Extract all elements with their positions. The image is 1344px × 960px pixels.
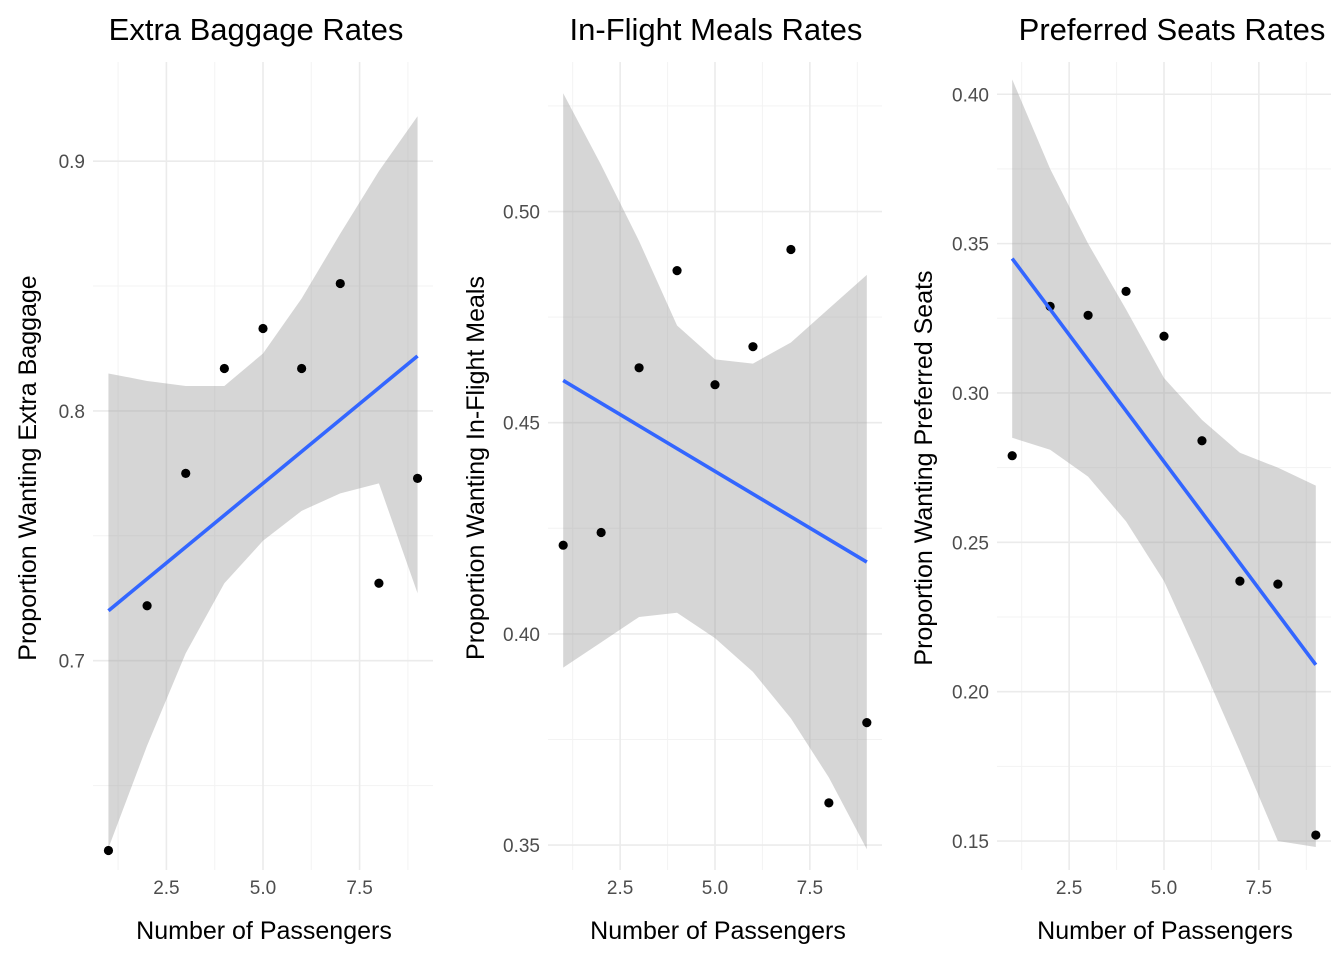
- panel-extra-baggage: 2.5 5.0 7.5 0.7 0.8 0.9 Extra Baggage Rates N…: [14, 12, 433, 945]
- x-tick-label: 7.5: [797, 878, 823, 899]
- data-point: [596, 527, 606, 538]
- x-tick-label: 7.5: [346, 878, 372, 899]
- data-point: [824, 798, 834, 808]
- y-axis-title: Proportion Wanting Extra Baggage: [14, 275, 42, 660]
- regression-line: [1010, 257, 1318, 666]
- x-tick-label: 2.5: [607, 878, 633, 899]
- data-point: [672, 266, 682, 276]
- y-tick-label: 0.50: [503, 203, 540, 224]
- y-tick-label: 0.9: [59, 152, 85, 173]
- panel-title: Preferred Seats Rates: [1019, 12, 1326, 47]
- x-tick-label: 2.5: [153, 878, 179, 899]
- data-point: [748, 342, 758, 352]
- data-point: [1311, 830, 1321, 840]
- x-axis-title: Number of Passengers: [590, 917, 846, 945]
- data-point: [142, 601, 152, 611]
- data-point: [335, 278, 345, 289]
- data-point: [374, 578, 384, 588]
- x-tick-label: 5.0: [702, 878, 728, 899]
- y-tick-label: 0.30: [952, 384, 989, 405]
- data-point: [634, 363, 644, 373]
- data-point: [1273, 579, 1283, 589]
- plot-area: 2.5 5.0 7.5 0.7 0.8 0.9: [59, 62, 433, 899]
- x-tick-label: 2.5: [1056, 878, 1082, 899]
- plot-area: 2.5 5.0 7.5 0.35 0.40 0.45 0.50: [503, 62, 882, 899]
- data-point: [1007, 451, 1017, 461]
- data-point: [558, 540, 568, 550]
- x-tick-label: 5.0: [250, 878, 276, 899]
- y-tick-label: 0.40: [952, 85, 989, 106]
- x-tick-label: 5.0: [1151, 878, 1177, 899]
- regression-line: [107, 354, 419, 613]
- data-point: [1121, 286, 1131, 297]
- panel-title: In-Flight Meals Rates: [570, 12, 863, 47]
- y-tick-label: 0.35: [503, 836, 540, 857]
- data-point: [1159, 331, 1169, 341]
- y-tick-label: 0.45: [503, 414, 540, 435]
- y-tick-label: 0.40: [503, 625, 540, 646]
- panel-preferred-seats: 2.5 5.0 7.5 0.15 0.20 0.25 0.30 0.35 0.40 Prefer…: [910, 12, 1331, 945]
- data-point: [1197, 436, 1207, 446]
- data-point: [786, 244, 796, 255]
- y-tick-label: 0.7: [59, 652, 85, 673]
- x-tick-label: 7.5: [1246, 878, 1272, 899]
- x-axis-title: Number of Passengers: [136, 917, 392, 945]
- x-axis-title: Number of Passengers: [1037, 917, 1293, 945]
- data-point: [862, 717, 872, 728]
- data-point: [1235, 576, 1245, 586]
- data-point: [412, 473, 423, 483]
- y-tick-label: 0.35: [952, 235, 989, 256]
- data-point: [181, 468, 191, 478]
- y-axis-title: Proportion Wanting In-Flight Meals: [462, 276, 490, 660]
- data-point: [103, 845, 114, 856]
- data-point: [297, 363, 307, 374]
- y-tick-label: 0.25: [952, 533, 989, 554]
- plot-area: 2.5 5.0 7.5 0.15 0.20 0.25 0.30 0.35 0.40: [952, 62, 1331, 899]
- data-point: [1083, 310, 1093, 320]
- y-axis-title: Proportion Wanting Preferred Seats: [910, 270, 938, 665]
- data-point: [258, 323, 268, 334]
- regression-line: [562, 378, 868, 564]
- y-tick-label: 0.8: [59, 402, 85, 423]
- panel-title: Extra Baggage Rates: [109, 12, 404, 47]
- y-tick-label: 0.20: [952, 683, 989, 704]
- y-tick-label: 0.15: [952, 832, 989, 853]
- data-point: [710, 380, 720, 390]
- panel-in-flight-meals: 2.5 5.0 7.5 0.35 0.40 0.45 0.50 In-Flight Meal…: [462, 12, 882, 945]
- data-point: [219, 363, 229, 374]
